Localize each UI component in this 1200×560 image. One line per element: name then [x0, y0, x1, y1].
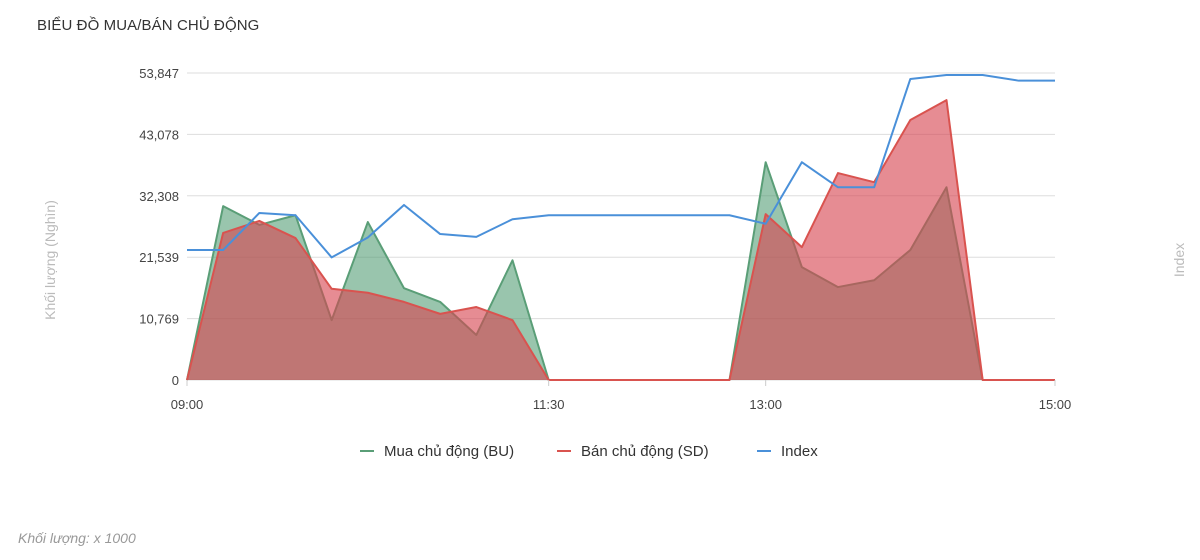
- chart-title: BIỂU ĐỒ MUA/BÁN CHỦ ĐỘNG: [37, 17, 260, 34]
- legend-label: Bán chủ động (SD): [581, 443, 709, 460]
- x-tick-label: 11:30: [533, 397, 565, 412]
- line-series-1: [186, 99, 1055, 381]
- legend-label: Mua chủ động (BU): [384, 443, 514, 460]
- legend-label: Index: [781, 443, 818, 460]
- footnote: Khối lượng: x 1000: [18, 530, 136, 546]
- x-tick-label: 09:00: [171, 397, 204, 412]
- y-tick-label: 21,539: [139, 250, 179, 265]
- x-tick-label: 13:00: [749, 397, 782, 412]
- x-tick-label: 15:00: [1039, 397, 1072, 412]
- index-line: [187, 73, 1055, 259]
- y-axis-label: Khối lượng (Nghìn): [42, 200, 58, 320]
- legend-item-2[interactable]: Index: [757, 443, 818, 460]
- y-tick-label: 43,078: [139, 127, 179, 142]
- y-tick-label: 32,308: [139, 189, 179, 204]
- y2-axis-label: Index: [1171, 243, 1187, 277]
- y-tick-label: 53,847: [139, 66, 179, 81]
- legend-item-0[interactable]: Mua chủ động (BU): [360, 443, 514, 460]
- legend-item-1[interactable]: Bán chủ động (SD): [557, 443, 709, 460]
- y-tick-label: 0: [172, 373, 179, 388]
- area-series-1: [187, 100, 1055, 380]
- y-tick-label: 10,769: [139, 312, 179, 327]
